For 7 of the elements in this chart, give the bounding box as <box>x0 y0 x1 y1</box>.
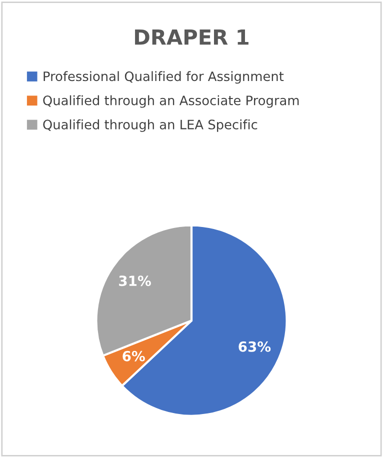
chart-title: DRAPER 1 <box>135 29 248 45</box>
data-label: 31% <box>119 276 151 286</box>
data-label: 63% <box>238 341 271 352</box>
legend-label: Qualified through an Associate Program <box>43 95 299 108</box>
legend-label: Qualified through an LEA Specific <box>43 119 258 132</box>
legend-label: Professional Qualified for Assignment <box>44 71 284 84</box>
data-label: 6% <box>122 350 145 362</box>
